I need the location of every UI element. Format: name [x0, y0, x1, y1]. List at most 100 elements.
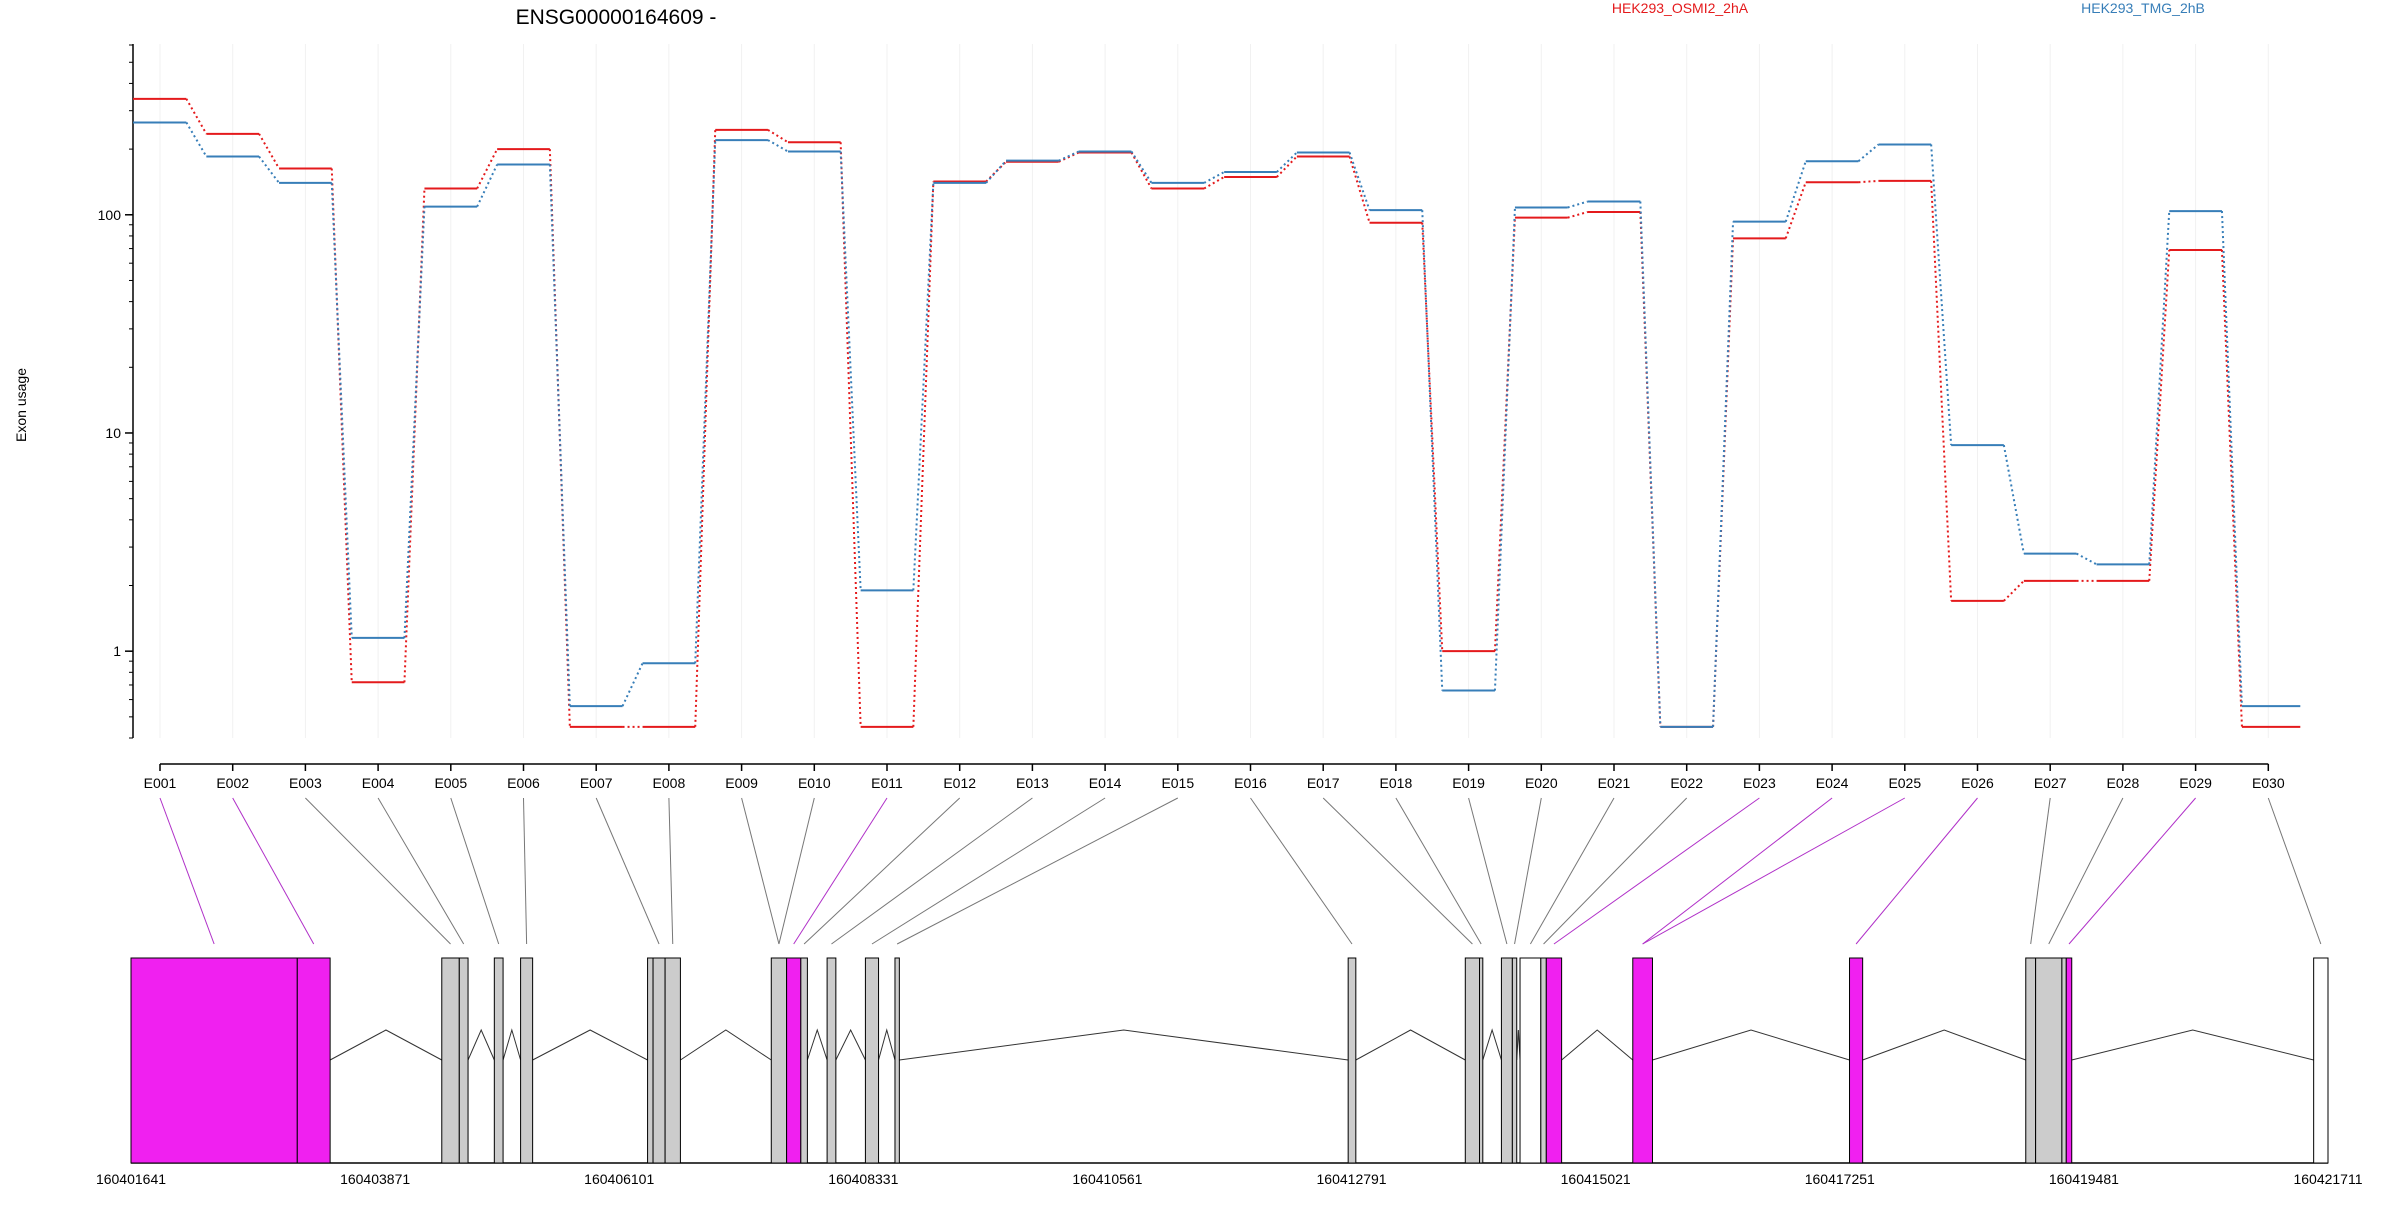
x-tick-label: E020 [1525, 775, 1558, 791]
series-connector [2148, 211, 2171, 565]
series-connector [2148, 249, 2171, 581]
exon-box [2313, 957, 2329, 1164]
x-tick-label: E030 [2252, 775, 2285, 791]
exon-box [647, 957, 654, 1164]
exon-connector [1543, 797, 1688, 945]
y-tick-label: 1 [113, 643, 121, 659]
x-tick-label: E016 [1234, 775, 1267, 791]
series-connector [1130, 150, 1153, 184]
exon-box [826, 957, 837, 1164]
series-connector [403, 188, 426, 683]
series-1 [133, 97, 2301, 728]
intron-line [329, 1029, 443, 1061]
exon-connector [450, 797, 500, 945]
intron-line [532, 1029, 648, 1061]
exon-connector [1855, 797, 1978, 945]
exon-box [130, 957, 298, 1164]
exon-connector [2048, 797, 2124, 945]
series-connector [1567, 211, 1588, 219]
x-tick-label: E005 [434, 775, 467, 791]
exon-box [493, 957, 504, 1164]
exon-connector [159, 797, 215, 945]
x-tick-label: E014 [1089, 775, 1122, 791]
series-connector [2220, 249, 2243, 727]
exon-box [458, 957, 469, 1164]
exon-box [520, 957, 534, 1164]
grid-lines [159, 44, 2269, 738]
x-tick-label: E023 [1743, 775, 1776, 791]
series-lines [133, 97, 2301, 728]
series-connector [912, 182, 935, 591]
exon-connector [831, 797, 1033, 945]
exon-box [2025, 957, 2037, 1164]
x-tick-label: E028 [2107, 775, 2140, 791]
series-connector [1058, 150, 1080, 162]
x-tick-label: E021 [1598, 775, 1631, 791]
exon-box [2061, 957, 2067, 1164]
exon-connector [741, 797, 780, 945]
x-tick-label: E010 [798, 775, 831, 791]
legend-series-2: HEK293_TMG_2hB [2081, 0, 2205, 16]
series-connector [839, 151, 862, 591]
intron-line [2071, 1029, 2314, 1061]
series-connector [403, 206, 426, 638]
exon-box [2065, 957, 2073, 1164]
x-tick-label: E009 [725, 775, 758, 791]
series-connector [1421, 210, 1444, 691]
exon-connector [778, 797, 815, 945]
series-connector [621, 662, 644, 707]
series-connector [1858, 179, 1879, 184]
exon-connector [1250, 797, 1353, 945]
series-connector [1203, 176, 1225, 190]
exon-connector [232, 797, 315, 945]
exon-box [1347, 957, 1357, 1164]
x-tick-label: E007 [580, 775, 613, 791]
exon-box [1464, 957, 1481, 1164]
intron-line [1652, 1029, 1850, 1061]
intron-line [1862, 1029, 2026, 1061]
exon-connector [2030, 797, 2051, 945]
x-tick-label: E019 [1452, 775, 1485, 791]
genomic-tick-label: 160417251 [1805, 1171, 1875, 1187]
series-connector [185, 98, 208, 135]
x-tick-label: E024 [1816, 775, 1849, 791]
exon-connector [803, 797, 961, 945]
exon-connector [305, 797, 451, 945]
intron-line [806, 1028, 828, 1061]
series-connector [1784, 160, 1807, 222]
chart-title: ENSG00000164609 - [516, 6, 717, 29]
x-tick-label: E029 [2179, 775, 2212, 791]
exon-connector [523, 797, 528, 945]
exon-connector [896, 797, 1179, 945]
x-tick-label: E025 [1888, 775, 1921, 791]
series-connector [912, 181, 935, 727]
series-connector [2002, 444, 2025, 554]
x-tick-label: E015 [1161, 775, 1194, 791]
series-connector [767, 139, 789, 153]
genomic-tick-label: 160415021 [1561, 1171, 1631, 1187]
series-connector [548, 164, 571, 707]
x-tick-label: E006 [507, 775, 540, 791]
x-tick-label: E002 [216, 775, 249, 791]
genomic-tick-label: 160412791 [1317, 1171, 1387, 1187]
exon-connectors [159, 797, 2322, 945]
series-connector [2003, 580, 2025, 602]
intron-line [680, 1029, 772, 1061]
exon-connector [377, 797, 465, 945]
exon-box [1632, 957, 1653, 1164]
series-connector [476, 148, 499, 189]
series-connector [1493, 207, 1516, 691]
exon-connector [595, 797, 660, 945]
series-connector [2220, 211, 2243, 707]
series-connector [1930, 144, 1953, 446]
intron-line [1482, 1028, 1502, 1061]
series-connector [258, 155, 280, 184]
series-connector [1567, 200, 1588, 209]
exon-box [441, 957, 460, 1164]
x-tick-label: E013 [1016, 775, 1049, 791]
exon-connector [1514, 797, 1542, 945]
exon-connector [1395, 797, 1482, 945]
y-tick-label: 100 [98, 207, 122, 223]
exon-connector [668, 797, 674, 945]
intron-line [1561, 1029, 1634, 1061]
